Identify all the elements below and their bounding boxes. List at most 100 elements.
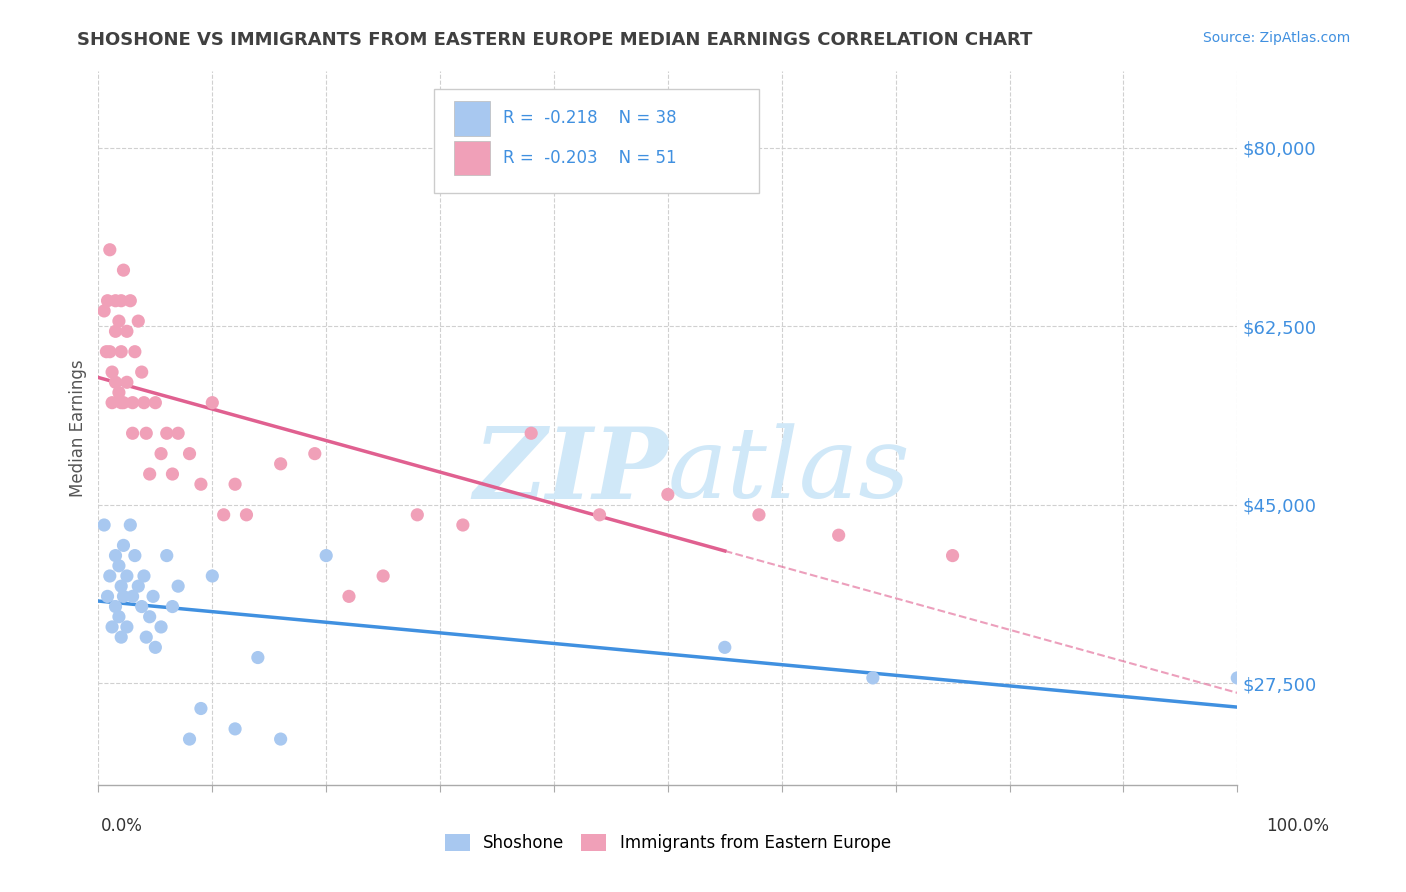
- Point: [235, 508, 257, 522]
- Text: R =  -0.218    N = 38: R = -0.218 N = 38: [503, 110, 676, 128]
- Text: 100.0%: 100.0%: [1265, 817, 1329, 835]
- Point: [167, 426, 190, 441]
- Point: [1226, 671, 1249, 685]
- Point: [121, 395, 143, 409]
- Point: [162, 467, 184, 481]
- Point: [212, 508, 235, 522]
- Point: [224, 722, 246, 736]
- Point: [942, 549, 965, 563]
- Bar: [454, 141, 491, 175]
- Point: [120, 518, 142, 533]
- Point: [145, 395, 167, 409]
- Point: [138, 609, 160, 624]
- Point: [98, 569, 121, 583]
- Point: [142, 590, 165, 604]
- Point: [108, 609, 131, 624]
- Point: [145, 640, 167, 655]
- Bar: [454, 102, 491, 136]
- Point: [115, 620, 138, 634]
- Y-axis label: Median Earnings: Median Earnings: [69, 359, 87, 497]
- Point: [101, 620, 124, 634]
- Point: [104, 324, 127, 338]
- Point: [190, 701, 212, 715]
- Point: [132, 395, 155, 409]
- Point: [127, 579, 149, 593]
- Point: [156, 549, 179, 563]
- Point: [150, 447, 173, 461]
- Point: [108, 314, 131, 328]
- Point: [112, 395, 135, 409]
- Point: [101, 395, 124, 409]
- Point: [179, 447, 201, 461]
- Point: [270, 732, 292, 747]
- Point: [156, 426, 179, 441]
- Point: [135, 426, 157, 441]
- Point: [110, 293, 132, 308]
- Point: [371, 569, 394, 583]
- Point: [131, 599, 153, 614]
- Point: [121, 426, 143, 441]
- Text: 0.0%: 0.0%: [101, 817, 143, 835]
- Point: [96, 344, 118, 359]
- Point: [520, 426, 543, 441]
- Point: [201, 569, 224, 583]
- Point: [304, 447, 326, 461]
- Point: [115, 569, 138, 583]
- Point: [270, 457, 292, 471]
- Point: [98, 344, 121, 359]
- Point: [657, 487, 679, 501]
- Point: [406, 508, 429, 522]
- Point: [201, 395, 224, 409]
- Point: [451, 518, 474, 533]
- Point: [110, 579, 132, 593]
- Point: [135, 630, 157, 644]
- Point: [862, 671, 884, 685]
- Text: ZIP: ZIP: [472, 423, 668, 519]
- Text: R =  -0.203    N = 51: R = -0.203 N = 51: [503, 149, 676, 167]
- Point: [93, 304, 115, 318]
- Text: SHOSHONE VS IMMIGRANTS FROM EASTERN EUROPE MEDIAN EARNINGS CORRELATION CHART: SHOSHONE VS IMMIGRANTS FROM EASTERN EURO…: [77, 31, 1032, 49]
- Point: [124, 344, 146, 359]
- Text: atlas: atlas: [668, 424, 911, 518]
- Point: [108, 558, 131, 573]
- Point: [110, 395, 132, 409]
- Point: [110, 344, 132, 359]
- Point: [150, 620, 173, 634]
- Point: [93, 518, 115, 533]
- Point: [714, 640, 737, 655]
- Point: [112, 538, 135, 552]
- Point: [108, 385, 131, 400]
- Point: [162, 599, 184, 614]
- Point: [115, 376, 138, 390]
- Point: [104, 549, 127, 563]
- Point: [101, 365, 124, 379]
- Point: [120, 293, 142, 308]
- Point: [127, 314, 149, 328]
- Point: [98, 243, 121, 257]
- Point: [121, 590, 143, 604]
- Point: [104, 376, 127, 390]
- Point: [138, 467, 160, 481]
- Point: [828, 528, 851, 542]
- Point: [588, 508, 610, 522]
- Point: [179, 732, 201, 747]
- Point: [131, 365, 153, 379]
- Point: [224, 477, 246, 491]
- Point: [167, 579, 190, 593]
- Point: [132, 569, 155, 583]
- Point: [115, 324, 138, 338]
- Point: [112, 590, 135, 604]
- Legend: Shoshone, Immigrants from Eastern Europe: Shoshone, Immigrants from Eastern Europe: [439, 827, 897, 859]
- Point: [104, 599, 127, 614]
- FancyBboxPatch shape: [434, 89, 759, 193]
- Point: [337, 590, 360, 604]
- Point: [190, 477, 212, 491]
- Point: [112, 263, 135, 277]
- Point: [124, 549, 146, 563]
- Point: [110, 630, 132, 644]
- Point: [104, 293, 127, 308]
- Text: Source: ZipAtlas.com: Source: ZipAtlas.com: [1202, 31, 1350, 45]
- Point: [748, 508, 770, 522]
- Point: [315, 549, 337, 563]
- Point: [96, 293, 118, 308]
